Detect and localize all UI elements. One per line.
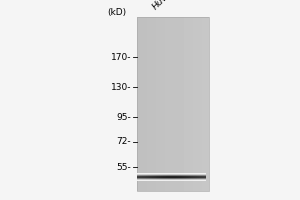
Text: HuvEc: HuvEc <box>151 0 178 11</box>
Text: 130-: 130- <box>111 83 131 92</box>
Text: (kD): (kD) <box>107 8 127 18</box>
Bar <box>136 17 208 191</box>
Text: 95-: 95- <box>116 112 131 121</box>
Text: 55-: 55- <box>116 162 131 171</box>
Text: 170-: 170- <box>111 52 131 62</box>
Text: 72-: 72- <box>116 138 131 146</box>
